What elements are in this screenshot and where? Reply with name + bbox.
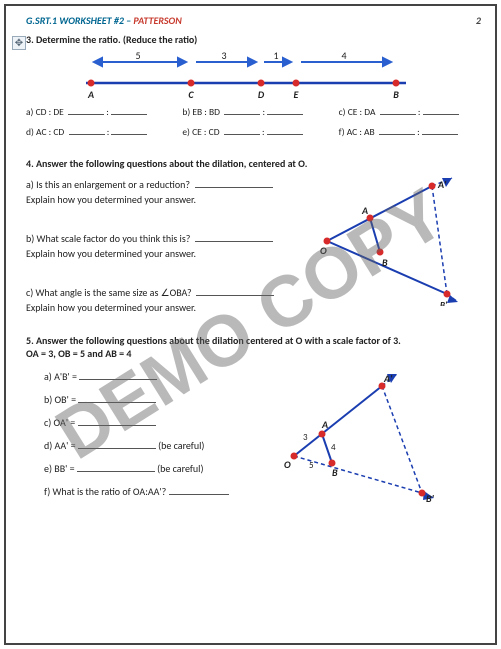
header-title: G.SRT.1 WORKSHEET #2 – PATTERSON (26, 14, 182, 27)
svg-text:B: B (332, 466, 338, 479)
q3-e: e) CE : CD : (182, 126, 324, 138)
q3-c: c) CE : DA : (339, 106, 481, 118)
q3-f: f) AC : AB : (339, 126, 481, 138)
seg-label-1: 1 (273, 49, 278, 62)
svg-text:C: C (188, 88, 194, 101)
q3-d: d) AC : CD : (26, 126, 168, 138)
q5-title1: 5. Answer the following questions about … (26, 334, 481, 347)
svg-text:O: O (320, 244, 327, 257)
q5-d: d) AA' = (44, 439, 76, 452)
q4-title: 4. Answer the following questions about … (26, 157, 481, 170)
q4-diagram: O A B A' B' (312, 176, 472, 306)
svg-text:5: 5 (309, 460, 314, 471)
q5-d-note: (be careful) (158, 439, 204, 452)
svg-text:4: 4 (331, 442, 336, 453)
q4-c-q: c) What angle is the same size as ∠OBA? (26, 286, 192, 299)
q5-b: b) OB' = (44, 393, 76, 406)
q5-e-note: (be careful) (157, 462, 203, 475)
q3-number-line: 5 3 1 4 A C D E B (76, 48, 416, 103)
svg-text:A: A (87, 88, 94, 101)
q3-row-1: a) CD : DE : b) EB : BD : c) CE : DA : (26, 106, 481, 118)
svg-text:B': B' (426, 492, 435, 505)
svg-text:A': A' (437, 178, 447, 191)
q3-title: 3. Determine the ratio. (Reduce the rati… (26, 33, 481, 46)
seg-label-5: 5 (135, 49, 140, 62)
q4-b-q: b) What scale factor do you think this i… (26, 232, 190, 245)
seg-label-3: 3 (221, 49, 226, 62)
q4-c-explain: Explain how you determined your answer. (26, 301, 306, 314)
svg-text:B: B (393, 88, 399, 101)
question-4: 4. Answer the following questions about … (26, 157, 481, 316)
svg-text:O: O (284, 458, 291, 471)
page-header: G.SRT.1 WORKSHEET #2 – PATTERSON 2 (26, 14, 481, 27)
q5-title2: OA = 3, OB = 5 and AB = 4 (26, 347, 481, 360)
q5-diagram: O A B A' B' 3 5 4 (282, 368, 452, 508)
svg-text:A: A (361, 204, 368, 217)
svg-text:B': B' (440, 300, 448, 306)
question-3: 3. Determine the ratio. (Reduce the rati… (26, 33, 481, 139)
q4-a-q: a) Is this an enlargement or a reduction… (26, 178, 190, 191)
q3-row-2: d) AC : CD : e) CE : CD : f) AC : AB : (26, 126, 481, 138)
question-5: 5. Answer the following questions about … (26, 334, 481, 508)
q5-e: e) BB' = (44, 462, 75, 475)
svg-text:A': A' (383, 372, 393, 385)
header-author: PATTERSON (133, 14, 181, 27)
svg-text:3: 3 (303, 432, 308, 443)
svg-text:E: E (294, 88, 300, 101)
q5-c: c) OA' = (44, 416, 75, 429)
anchor-icon: ✥ (12, 36, 26, 50)
q3-b: b) EB : BD : (182, 106, 324, 118)
svg-text:B: B (382, 256, 388, 269)
q3-a: a) CD : DE : (26, 106, 168, 118)
svg-text:D: D (258, 88, 265, 101)
q4-b-explain: Explain how you determined your answer. (26, 247, 306, 260)
svg-text:A: A (321, 418, 328, 431)
q4-a-explain: Explain how you determined your answer. (26, 193, 306, 206)
q5-text: a) A'B' = b) OB' = c) OA' = d) AA' = (be… (26, 368, 276, 508)
page-number: 2 (476, 14, 481, 27)
q5-f: f) What is the ratio of OA:AA'? (44, 485, 166, 498)
seg-label-4: 4 (341, 49, 346, 62)
q4-text: a) Is this an enlargement or a reduction… (26, 176, 306, 316)
q5-a: a) A'B' = (44, 370, 77, 383)
worksheet-page: G.SRT.1 WORKSHEET #2 – PATTERSON 2 ✥ 3. … (4, 4, 497, 645)
